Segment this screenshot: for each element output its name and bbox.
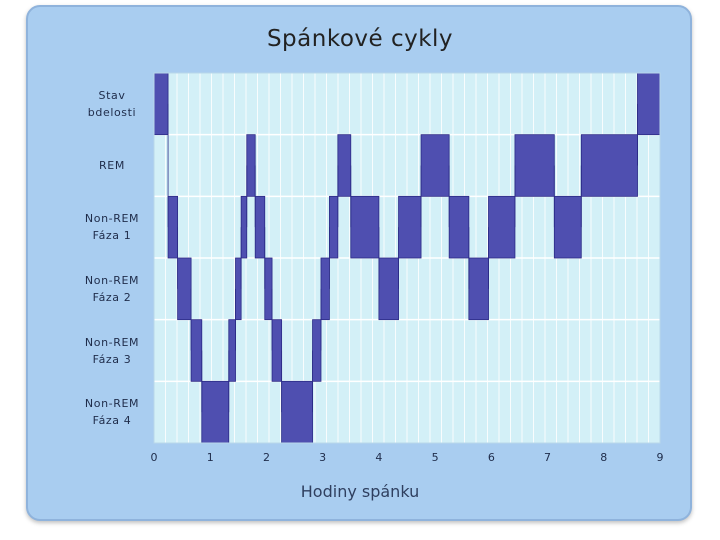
stage-label-line: bdelosti [87,105,137,119]
x-tick-label: 8 [600,451,608,464]
sleep-segment-14 [320,257,330,321]
stage-label: Non-REM Fáza 1 [62,210,162,244]
x-tick-label: 0 [150,451,158,464]
sleep-segment-2 [177,257,192,321]
sleep-segment-7 [240,195,248,259]
sleep-segment-16 [337,134,352,197]
stage-label-line: Non-REM [84,397,140,411]
sleep-segment-24 [514,134,555,197]
stage-label-line: Fáza 1 [92,229,132,243]
sleep-segment-25 [553,195,582,259]
x-tick-label: 9 [656,451,664,464]
sleep-segment-3 [190,319,203,382]
x-tick-label: 2 [262,451,270,464]
sleep-segment-5 [228,319,236,382]
sleep-segment-23 [488,195,516,259]
plot-frame [153,72,661,444]
sleep-segment-6 [235,257,242,321]
x-tick-label: 5 [431,451,439,464]
stage-label-line: Non-REM [84,212,140,226]
x-axis-label: Hodiny spánku [300,482,420,501]
sleep-segment-26 [580,134,638,197]
chart-title: Spánkové cykly [266,26,454,52]
stage-label: Non-REM Fáza 2 [62,272,162,306]
sleep-segment-10 [264,257,273,321]
sleep-segment-22 [468,257,489,321]
sleep-segment-17 [350,195,380,259]
sleep-segment-21 [448,195,470,259]
sleep-segment-11 [271,319,283,382]
stage-label: Stav bdelosti [62,87,162,121]
x-tick-label: 6 [487,451,495,464]
sleep-segment-1 [167,195,179,259]
sleep-segment-18 [378,257,399,321]
x-tick-label: 3 [319,451,327,464]
sleep-segment-13 [312,319,322,382]
sleep-segment-12 [281,380,313,444]
stage-label-line: Fáza 2 [92,290,132,304]
sleep-segment-27 [637,72,661,136]
stage-label-line: Non-REM [84,273,140,287]
sleep-segment-4 [201,380,230,444]
sleep-segment-15 [329,195,339,259]
x-tick-label: 7 [544,451,552,464]
stage-label: Non-REM Fáza 3 [62,334,162,368]
sleep-segment-19 [398,195,422,259]
stage-label-line: Stav [98,88,126,102]
stage-label-line: Fáza 3 [92,352,132,366]
x-tick-label: 1 [206,451,214,464]
stage-label-line: Non-REM [84,335,140,349]
stage-label: Non-REM Fáza 4 [62,395,162,429]
stage-label-line: REM [99,159,125,172]
sleep-segment-9 [254,195,266,259]
sleep-segment-8 [246,134,256,197]
x-tick-label: 4 [375,451,383,464]
stage-label: REM [62,157,162,174]
stage-label-line: Fáza 4 [92,414,132,428]
sleep-segment-20 [420,134,450,197]
